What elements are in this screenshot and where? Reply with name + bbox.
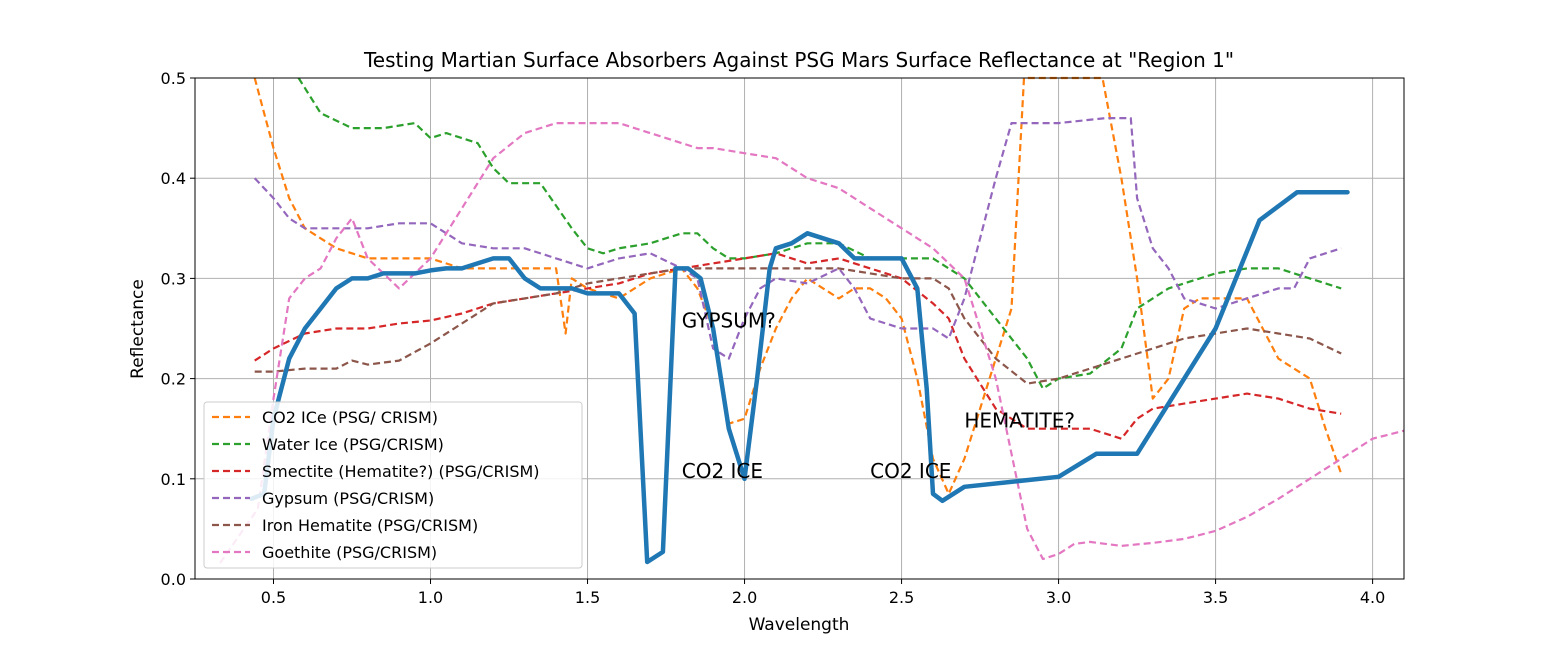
legend-entry: Goethite (PSG/CRISM) <box>262 543 437 562</box>
x-tick-label: 3.0 <box>1046 588 1071 607</box>
chart-title: Testing Martian Surface Absorbers Agains… <box>363 48 1234 72</box>
x-tick-label: 2.0 <box>732 588 757 607</box>
annotation-label: CO2 ICE <box>682 459 763 483</box>
x-tick-label: 3.5 <box>1203 588 1228 607</box>
series-line-3 <box>253 116 1342 360</box>
x-tick-label: 1.5 <box>575 588 600 607</box>
y-tick-label: 0.3 <box>161 269 186 288</box>
legend: CO2 ICe (PSG/ CRISM) Water Ice (PSG/CRISM… <box>203 401 583 569</box>
y-tick-label: 0.5 <box>161 69 186 88</box>
legend-entry: Gypsum (PSG/CRISM) <box>262 489 434 508</box>
series-line-4 <box>254 267 1342 385</box>
y-tick-label: 0.0 <box>161 570 186 589</box>
x-tick-label: 0.5 <box>261 588 286 607</box>
ticks: 0.5 1.0 1.5 2.0 2.5 3.0 3.5 4.0 0.0 0.1 0.2 0.3 0.4 0… <box>161 69 1386 607</box>
x-tick-label: 4.0 <box>1360 588 1385 607</box>
x-axis-label: Wavelength <box>749 615 850 635</box>
plot-frame <box>194 77 1405 580</box>
annotation-label: HEMATITE? <box>964 409 1075 433</box>
legend-entry: Iron Hematite (PSG/CRISM) <box>262 516 478 535</box>
series-line-2 <box>254 252 1342 440</box>
legend-entry: Water Ice (PSG/CRISM) <box>262 435 444 454</box>
y-tick-label: 0.2 <box>161 370 186 389</box>
legend-box <box>203 401 583 569</box>
x-tick-label: 2.5 <box>889 588 914 607</box>
annotation-label: CO2 ICE <box>870 459 951 483</box>
annotation-label: GYPSUM? <box>682 309 776 333</box>
series-line-1 <box>297 77 1342 390</box>
annotations: GYPSUM? CO2 ICE CO2 ICE HEMATITE? <box>682 309 1075 483</box>
series-layer <box>219 76 1405 565</box>
y-tick-label: 0.4 <box>161 169 186 188</box>
legend-entry: CO2 ICe (PSG/ CRISM) <box>262 408 438 427</box>
series-line-5 <box>219 121 1405 564</box>
x-tick-label: 1.0 <box>418 588 443 607</box>
reflectance-line <box>249 189 1350 565</box>
series-line-0 <box>253 76 1343 495</box>
legend-entry: Smectite (Hematite?) (PSG/CRISM) <box>262 462 540 481</box>
y-axis-label: Reflectance <box>128 279 148 379</box>
y-tick-label: 0.1 <box>161 470 186 489</box>
